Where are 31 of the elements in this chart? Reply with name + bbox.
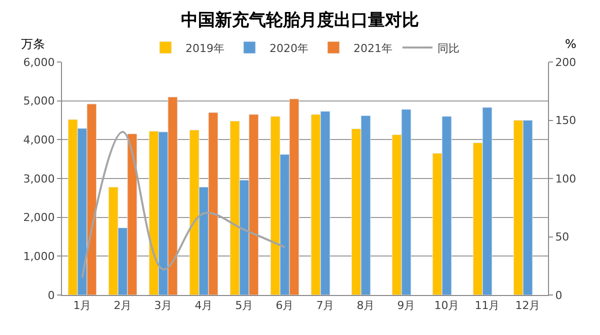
legend-label: 同比	[438, 42, 460, 55]
x-tick-label: 6月	[276, 299, 294, 312]
x-tick-label: 5月	[235, 299, 254, 312]
x-tick-label: 1月	[73, 299, 92, 312]
x-tick-label: 7月	[316, 299, 334, 312]
x-tick-label: 12月	[515, 299, 540, 312]
chart-title: 中国新充气轮胎月度出口量对比	[181, 10, 419, 30]
legend-label: 2019年	[186, 42, 224, 55]
y2-tick-label: 200	[555, 56, 576, 69]
x-tick-label: 11月	[474, 299, 500, 312]
y2-tick-label: 100	[555, 172, 576, 186]
x-tick-label: 2月	[114, 299, 132, 312]
x-tick-label: 3月	[154, 299, 172, 312]
y2-axis-title: %	[565, 37, 576, 51]
x-tick-label: 8月	[356, 299, 375, 312]
y-tick-label: 0	[48, 288, 55, 302]
legend-label: 2021年	[354, 42, 392, 55]
y-tick-label: 6,000	[23, 56, 55, 69]
legend-label: 2020年	[270, 42, 308, 55]
y-tick-label: 4,000	[23, 134, 55, 147]
y2-tick-label: 0	[555, 288, 562, 302]
x-tick-label: 10月	[434, 299, 460, 312]
x-tick-label: 9月	[397, 299, 416, 312]
y-tick-label: 2,000	[23, 211, 55, 224]
y2-tick-label: 150	[555, 114, 576, 128]
y-tick-label: 1,000	[23, 250, 55, 264]
y-tick-label: 5,000	[23, 94, 55, 108]
x-tick-label: 4月	[194, 299, 213, 312]
y2-tick-label: 50	[555, 230, 570, 244]
y-axis-title: 万条	[21, 37, 45, 51]
y-tick-label: 3,000	[23, 172, 55, 186]
